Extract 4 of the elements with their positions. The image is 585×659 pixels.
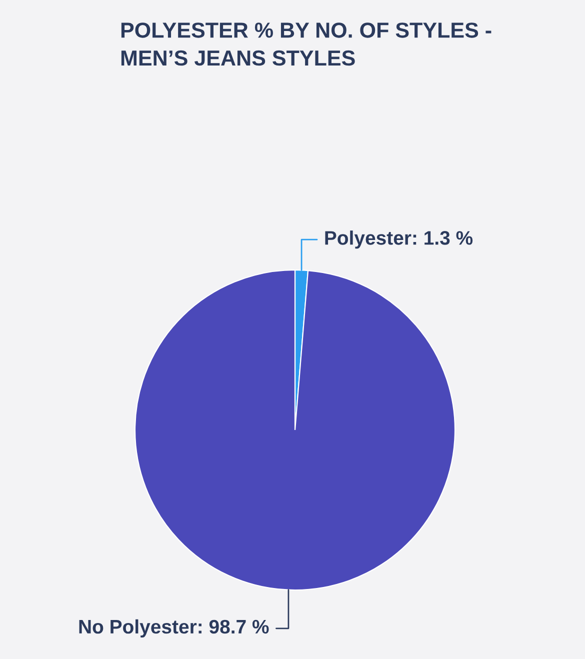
pie-slice bbox=[134, 269, 456, 591]
chart-title: POLYESTER % BY NO. OF STYLES - MEN’S JEANS STYLES bbox=[121, 22, 492, 66]
slice-label: Polyester: 1.3 % bbox=[325, 230, 473, 249]
slice-label: No Polyester: 98.7 % bbox=[79, 619, 269, 638]
